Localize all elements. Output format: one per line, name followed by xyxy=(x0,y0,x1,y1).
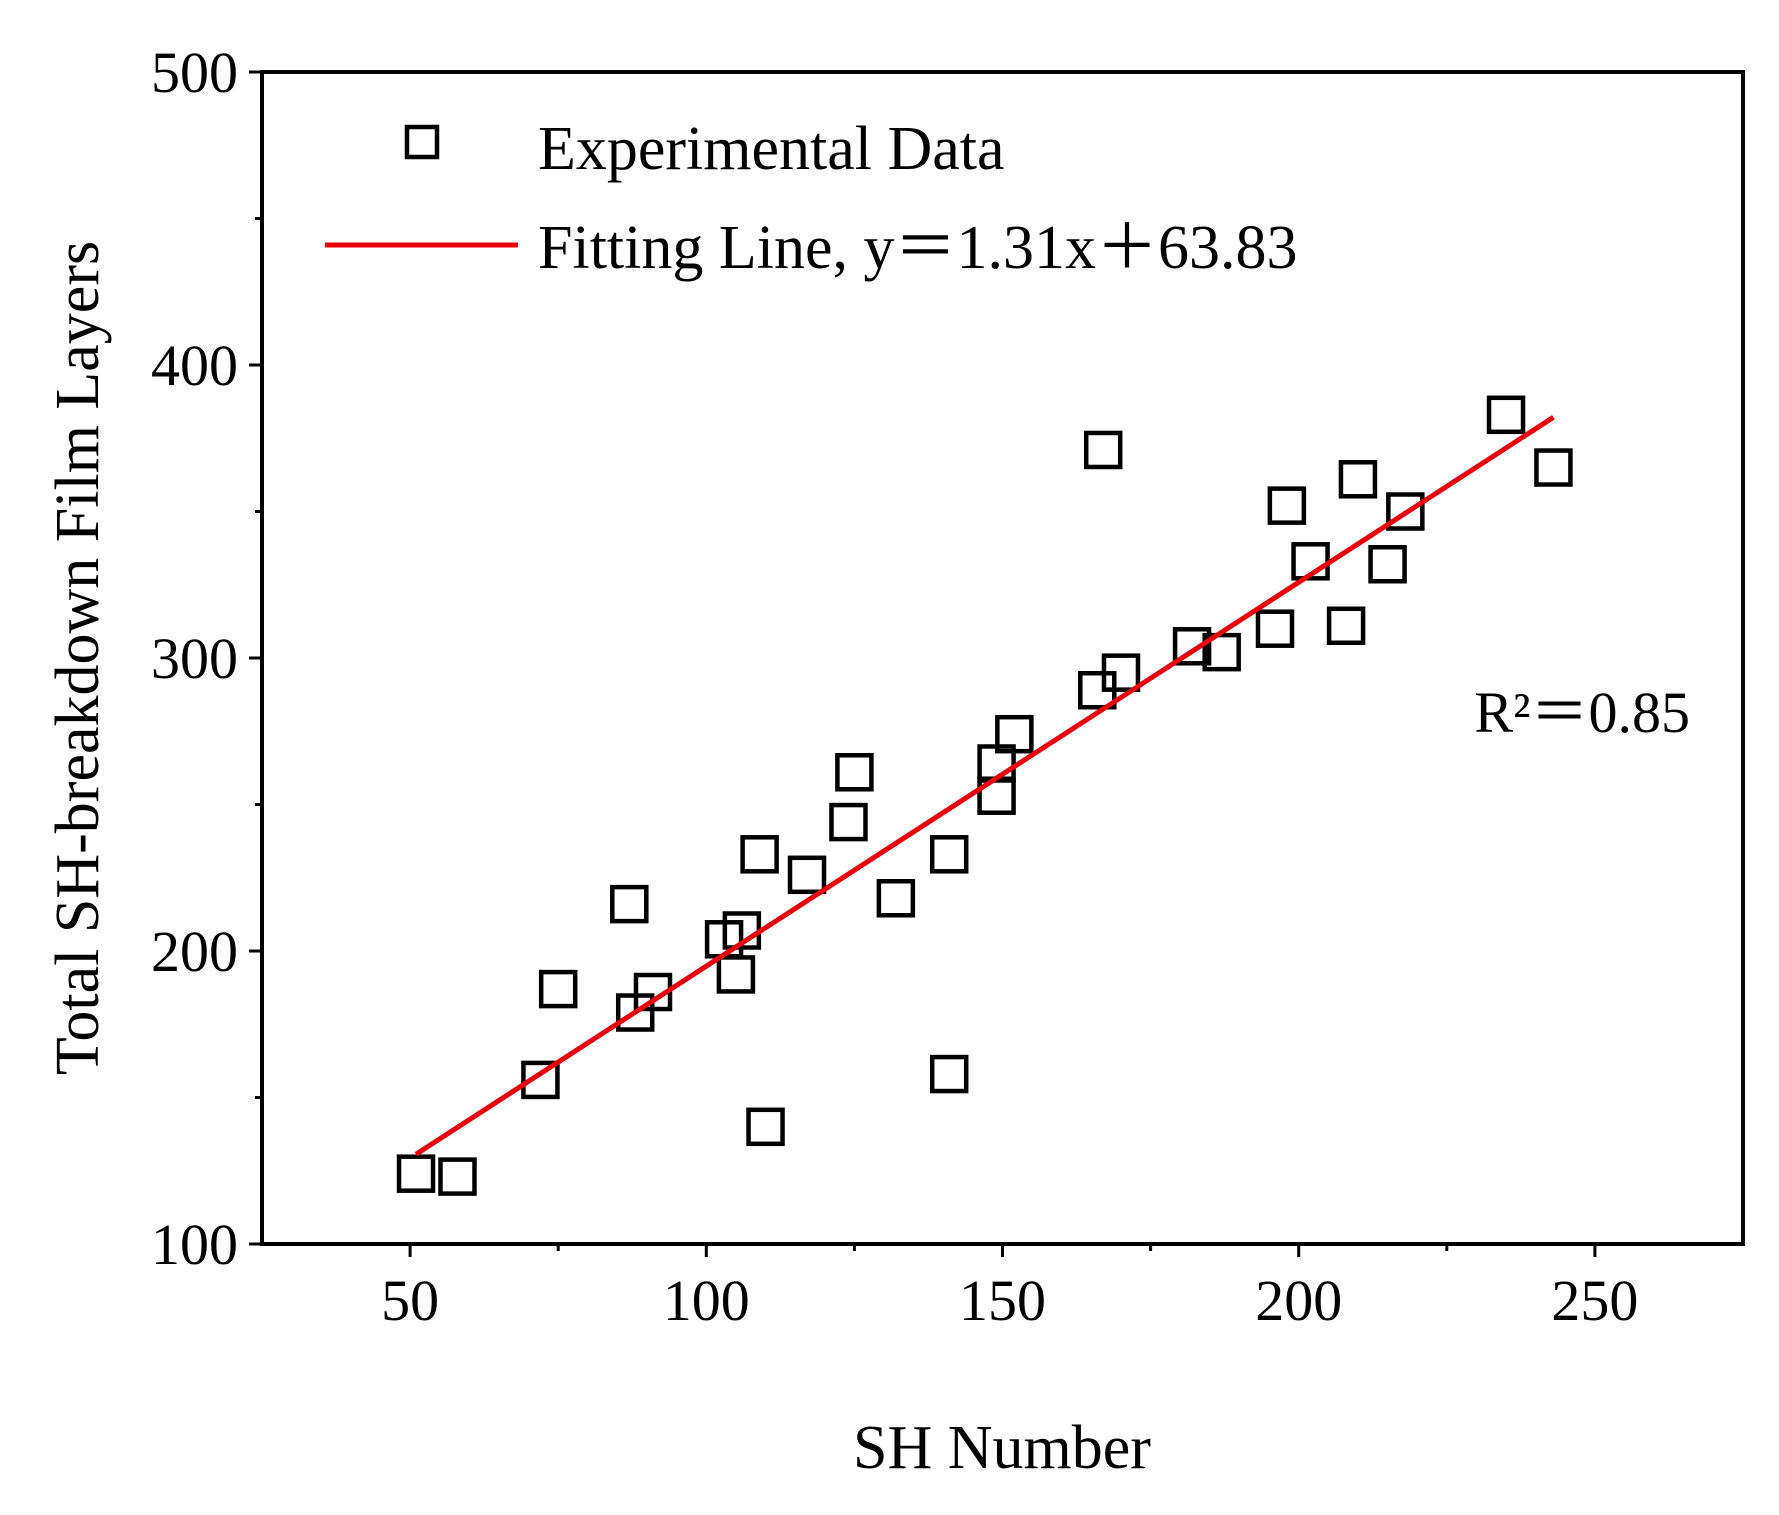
data-point-square xyxy=(610,884,649,924)
x-tick-label: 100 xyxy=(663,1268,750,1333)
data-point-square xyxy=(1101,653,1141,692)
data-point-square xyxy=(538,969,578,1009)
data-point-square xyxy=(521,1060,560,1100)
data-point-square xyxy=(929,1054,969,1094)
y-tick-label: 400 xyxy=(151,333,238,398)
data-point-square xyxy=(716,955,756,994)
fit-line xyxy=(414,415,1555,1157)
x-tick-label: 250 xyxy=(1551,1268,1638,1333)
legend-label-experimental: Experimental Data xyxy=(538,115,1005,183)
data-point-square xyxy=(929,835,969,874)
data-point-square xyxy=(1486,395,1526,435)
x-tick-label: 50 xyxy=(381,1268,439,1333)
y-tick-label: 300 xyxy=(151,626,238,691)
data-point-square xyxy=(1386,492,1425,531)
data-point-square xyxy=(835,753,874,792)
data-point-square xyxy=(1338,460,1378,499)
data-point-square xyxy=(1267,486,1307,525)
data-point-square xyxy=(829,802,868,842)
data-point-square xyxy=(1534,448,1573,487)
x-tick-label: 200 xyxy=(1255,1268,1342,1333)
y-tick-label: 100 xyxy=(151,1212,238,1277)
y-tick-label: 500 xyxy=(151,40,238,105)
data-point-square xyxy=(1368,544,1407,584)
data-point-square xyxy=(396,1154,436,1193)
legend: Experimental Data Fitting Line, y＝1.31x＋… xyxy=(325,115,1298,282)
x-tick-label: 150 xyxy=(959,1268,1046,1333)
r-squared-annotation: R²＝0.85 xyxy=(1474,680,1690,745)
data-point-square xyxy=(995,714,1034,754)
x-axis-title: SH Number xyxy=(853,1414,1151,1482)
y-tick-label: 200 xyxy=(151,919,238,984)
data-point-square xyxy=(438,1157,477,1196)
data-point-square xyxy=(1172,627,1212,666)
axis-ticks: 50 100 150 200 250 100 200 300 400 500 xyxy=(151,40,1638,1333)
data-point-square xyxy=(876,879,916,918)
data-point-square xyxy=(1255,609,1295,648)
legend-marker-square xyxy=(404,124,440,160)
fit-line-group xyxy=(414,415,1555,1157)
data-point-square xyxy=(740,835,779,874)
legend-label-fit: Fitting Line, y＝1.31x＋63.83 xyxy=(538,214,1298,282)
data-point-square xyxy=(787,855,827,895)
y-axis-title: Total SH-breakdown Film Layers xyxy=(44,241,112,1075)
data-point-square xyxy=(1083,430,1123,470)
data-point-square xyxy=(1326,606,1366,646)
data-point-square xyxy=(746,1107,785,1147)
